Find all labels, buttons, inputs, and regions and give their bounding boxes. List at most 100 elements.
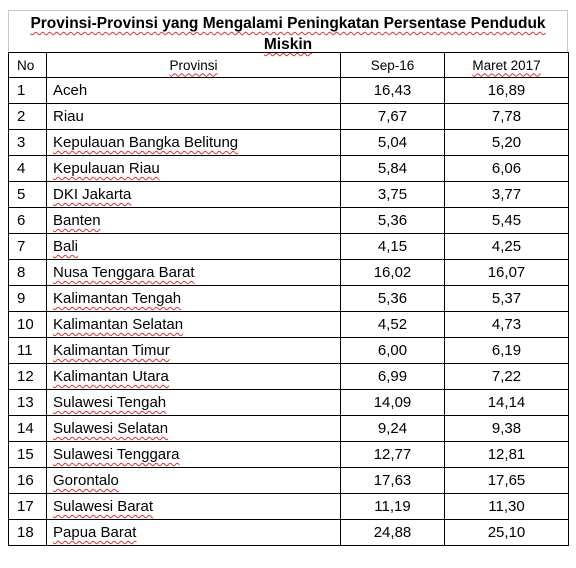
row-number: 18 (8, 519, 47, 546)
table-row: 16 Gorontalo 17,63 17,65 (8, 467, 569, 494)
sep16-value: 3,75 (340, 181, 445, 208)
poverty-table: No Provinsi Sep-16 Maret 2017 1 Aceh 16,43… (8, 52, 569, 546)
sep16-value: 17,63 (340, 467, 445, 494)
row-number: 13 (8, 389, 47, 416)
province-cell: Papua Barat (46, 519, 341, 546)
row-number: 17 (8, 493, 47, 520)
province-name: Aceh (53, 82, 88, 99)
maret2017-value: 4,25 (444, 233, 569, 260)
province-name: Kalimantan Timur (53, 342, 170, 359)
maret2017-value: 6,06 (444, 155, 569, 182)
table-row: 9 Kalimantan Tengah 5,36 5,37 (8, 285, 569, 312)
maret2017-value: 25,10 (444, 519, 569, 546)
header-no: No (8, 52, 47, 78)
table-row: 13 Sulawesi Tengah 14,09 14,14 (8, 389, 569, 416)
document-frame: Provinsi-Provinsi yang Mengalami Peningk… (8, 10, 569, 546)
table-row: 12 Kalimantan Utara 6,99 7,22 (8, 363, 569, 390)
sep16-value: 4,15 (340, 233, 445, 260)
province-name: Sulawesi Barat (53, 498, 154, 515)
table-row: 8 Nusa Tenggara Barat 16,02 16,07 (8, 259, 569, 286)
province-cell: Kalimantan Timur (46, 337, 341, 364)
province-cell: Kalimantan Tengah (46, 285, 341, 312)
maret2017-value: 7,22 (444, 363, 569, 390)
table-row: 17 Sulawesi Barat 11,19 11,30 (8, 493, 569, 520)
sep16-value: 16,43 (340, 77, 445, 104)
province-cell: Kalimantan Utara (46, 363, 341, 390)
maret2017-value: 3,77 (444, 181, 569, 208)
province-name: Sulawesi Tenggara (53, 446, 180, 463)
sep16-value: 5,36 (340, 207, 445, 234)
table-row: 2 Riau 7,67 7,78 (8, 103, 569, 130)
province-cell: DKI Jakarta (46, 181, 341, 208)
row-number: 3 (8, 129, 47, 156)
header-provinsi-label: Provinsi (169, 57, 218, 73)
province-name: Kalimantan Selatan (53, 316, 184, 333)
province-cell: Nusa Tenggara Barat (46, 259, 341, 286)
province-cell: Kalimantan Selatan (46, 311, 341, 338)
province-cell: Bali (46, 233, 341, 260)
maret2017-value: 16,07 (444, 259, 569, 286)
maret2017-value: 16,89 (444, 77, 569, 104)
maret2017-value: 6,19 (444, 337, 569, 364)
title-line-2: Miskin (263, 36, 313, 53)
table-row: 5 DKI Jakarta 3,75 3,77 (8, 181, 569, 208)
province-name: Banten (53, 212, 101, 229)
maret2017-value: 4,73 (444, 311, 569, 338)
maret2017-value: 5,20 (444, 129, 569, 156)
table-row: 1 Aceh 16,43 16,89 (8, 77, 569, 104)
maret2017-value: 17,65 (444, 467, 569, 494)
maret2017-value: 5,37 (444, 285, 569, 312)
province-cell: Riau (46, 103, 341, 130)
province-name: Kepulauan Bangka Belitung (53, 134, 239, 151)
table-body: 1 Aceh 16,43 16,89 2 Riau 7,67 7,78 3 Kepulauan B… (8, 77, 569, 546)
sep16-value: 5,36 (340, 285, 445, 312)
maret2017-value: 14,14 (444, 389, 569, 416)
sep16-value: 14,09 (340, 389, 445, 416)
maret2017-value: 5,45 (444, 207, 569, 234)
sep16-value: 4,52 (340, 311, 445, 338)
province-cell: Sulawesi Barat (46, 493, 341, 520)
row-number: 4 (8, 155, 47, 182)
province-name: Papua Barat (53, 524, 137, 541)
province-cell: Sulawesi Selatan (46, 415, 341, 442)
province-cell: Banten (46, 207, 341, 234)
row-number: 16 (8, 467, 47, 494)
table-row: 15 Sulawesi Tenggara 12,77 12,81 (8, 441, 569, 468)
province-name: Sulawesi Selatan (53, 420, 169, 437)
row-number: 15 (8, 441, 47, 468)
row-number: 7 (8, 233, 47, 260)
table-row: 6 Banten 5,36 5,45 (8, 207, 569, 234)
sep16-value: 11,19 (340, 493, 445, 520)
title-line-1: Provinsi-Provinsi yang Mengalami Peningk… (30, 15, 546, 32)
table-row: 18 Papua Barat 24,88 25,10 (8, 519, 569, 546)
header-sep16: Sep-16 (340, 52, 445, 78)
province-cell: Gorontalo (46, 467, 341, 494)
maret2017-value: 7,78 (444, 103, 569, 130)
table-row: 7 Bali 4,15 4,25 (8, 233, 569, 260)
table-row: 3 Kepulauan Bangka Belitung 5,04 5,20 (8, 129, 569, 156)
province-cell: Sulawesi Tengah (46, 389, 341, 416)
maret2017-value: 9,38 (444, 415, 569, 442)
province-cell: Sulawesi Tenggara (46, 441, 341, 468)
row-number: 6 (8, 207, 47, 234)
row-number: 9 (8, 285, 47, 312)
province-name: Kalimantan Tengah (53, 290, 182, 307)
sep16-value: 5,04 (340, 129, 445, 156)
sep16-value: 6,00 (340, 337, 445, 364)
header-maret2017: Maret 2017 (444, 52, 569, 78)
province-cell: Kepulauan Bangka Belitung (46, 129, 341, 156)
table-row: 4 Kepulauan Riau 5,84 6,06 (8, 155, 569, 182)
row-number: 14 (8, 415, 47, 442)
province-name: Gorontalo (53, 472, 119, 489)
sep16-value: 12,77 (340, 441, 445, 468)
header-provinsi: Provinsi (46, 52, 341, 78)
maret2017-value: 11,30 (444, 493, 569, 520)
province-cell: Kepulauan Riau (46, 155, 341, 182)
row-number: 1 (8, 77, 47, 104)
sep16-value: 6,99 (340, 363, 445, 390)
province-name: DKI Jakarta (53, 186, 132, 203)
table-row: 10 Kalimantan Selatan 4,52 4,73 (8, 311, 569, 338)
table-title: Provinsi-Provinsi yang Mengalami Peningk… (8, 10, 568, 53)
province-name: Bali (53, 238, 79, 255)
province-name: Nusa Tenggara Barat (53, 264, 195, 281)
